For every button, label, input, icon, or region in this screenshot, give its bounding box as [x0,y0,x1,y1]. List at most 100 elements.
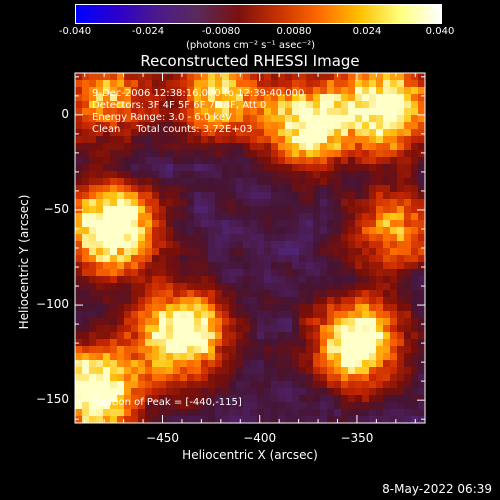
heatmap-cell [404,94,412,102]
heatmap-cell [348,416,356,423]
heatmap-cell [390,297,398,305]
heatmap-cell [271,150,279,158]
heatmap-cell [411,339,419,347]
heatmap-cell [299,381,307,389]
heatmap-cell [103,395,111,403]
heatmap-cell [390,171,398,179]
heatmap-cell [194,185,202,193]
heatmap-cell [152,178,160,186]
heatmap-cell [376,262,384,270]
heatmap-cell [236,367,244,375]
heatmap-cell [404,402,412,410]
heatmap-cell [313,80,321,88]
heatmap-cell [187,213,195,221]
heatmap-cell [397,283,405,291]
heatmap-cell [320,206,328,214]
heatmap-cell [236,255,244,263]
heatmap-cell [334,346,342,354]
heatmap-cell [96,374,104,382]
heatmap-cell [110,262,118,270]
heatmap-cell [334,388,342,396]
heatmap-cell [271,206,279,214]
heatmap-cell [166,157,174,165]
heatmap-cell [180,220,188,228]
heatmap-cell [152,73,160,81]
heatmap-cell [110,325,118,333]
heatmap-cell [194,416,202,423]
info-clean-counts: Clean Total counts: 3.72E+03 [92,124,253,135]
heatmap-cell [257,374,265,382]
heatmap-cell [187,290,195,298]
heatmap-cell [271,283,279,291]
heatmap-cell [75,325,83,333]
heatmap-cell [243,416,251,423]
heatmap-cell [397,395,405,403]
heatmap-cell [89,94,97,102]
heatmap-cell [383,346,391,354]
heatmap-cell [390,248,398,256]
heatmap-cell [215,360,223,368]
heatmap-cell [383,213,391,221]
heatmap-cell [404,283,412,291]
heatmap-cell [383,353,391,361]
heatmap-cell [117,150,125,158]
heatmap-cell [390,325,398,333]
heatmap-cell [208,213,216,221]
heatmap-cell [285,143,293,151]
colorbar-tick-label: -0.040 [58,26,92,37]
heatmap-cell [299,213,307,221]
heatmap-cell [313,381,321,389]
heatmap-cell [257,297,265,305]
heatmap-cell [243,304,251,312]
heatmap-cell [383,178,391,186]
heatmap-cell [110,367,118,375]
heatmap-cell [411,346,419,354]
heatmap-cell [264,367,272,375]
heatmap-cell [313,136,321,144]
heatmap-cell [306,164,314,172]
heatmap-cell [250,304,258,312]
heatmap-cell [208,143,216,151]
heatmap-cell [376,269,384,277]
heatmap-cell [75,234,83,242]
heatmap-cell [257,157,265,165]
heatmap-cell [138,108,146,116]
heatmap-cell [145,213,153,221]
heatmap-cell [411,94,419,102]
heatmap-cell [285,304,293,312]
heatmap-cell [201,262,209,270]
heatmap-cell [208,416,216,423]
heatmap-cell [404,150,412,158]
heatmap-cell [404,381,412,389]
heatmap-cell [187,304,195,312]
heatmap-cell [124,73,132,81]
heatmap-cell [75,318,83,326]
heatmap-cell [292,122,300,130]
heatmap-cell [138,234,146,242]
heatmap-cell [222,339,230,347]
heatmap-cell [264,311,272,319]
heatmap-cell [145,248,153,256]
heatmap-cell [222,395,230,403]
heatmap-cell [103,297,111,305]
heatmap-cell [292,248,300,256]
heatmap-cell [75,416,83,423]
heatmap-cell [173,346,181,354]
heatmap-cell [264,87,272,95]
heatmap-cell [159,185,167,193]
heatmap-cell [355,213,363,221]
heatmap-cell [348,381,356,389]
heatmap-cell [89,255,97,263]
heatmap-cell [117,157,125,165]
heatmap-cell [82,339,90,347]
heatmap-cell [82,283,90,291]
heatmap-cell [201,227,209,235]
heatmap-cell [229,416,237,423]
heatmap-cell [96,388,104,396]
heatmap-cell [173,374,181,382]
heatmap-cell [327,388,335,396]
heatmap-cell [229,290,237,298]
heatmap-cell [82,332,90,340]
heatmap-cell [180,325,188,333]
heatmap-cell [208,157,216,165]
